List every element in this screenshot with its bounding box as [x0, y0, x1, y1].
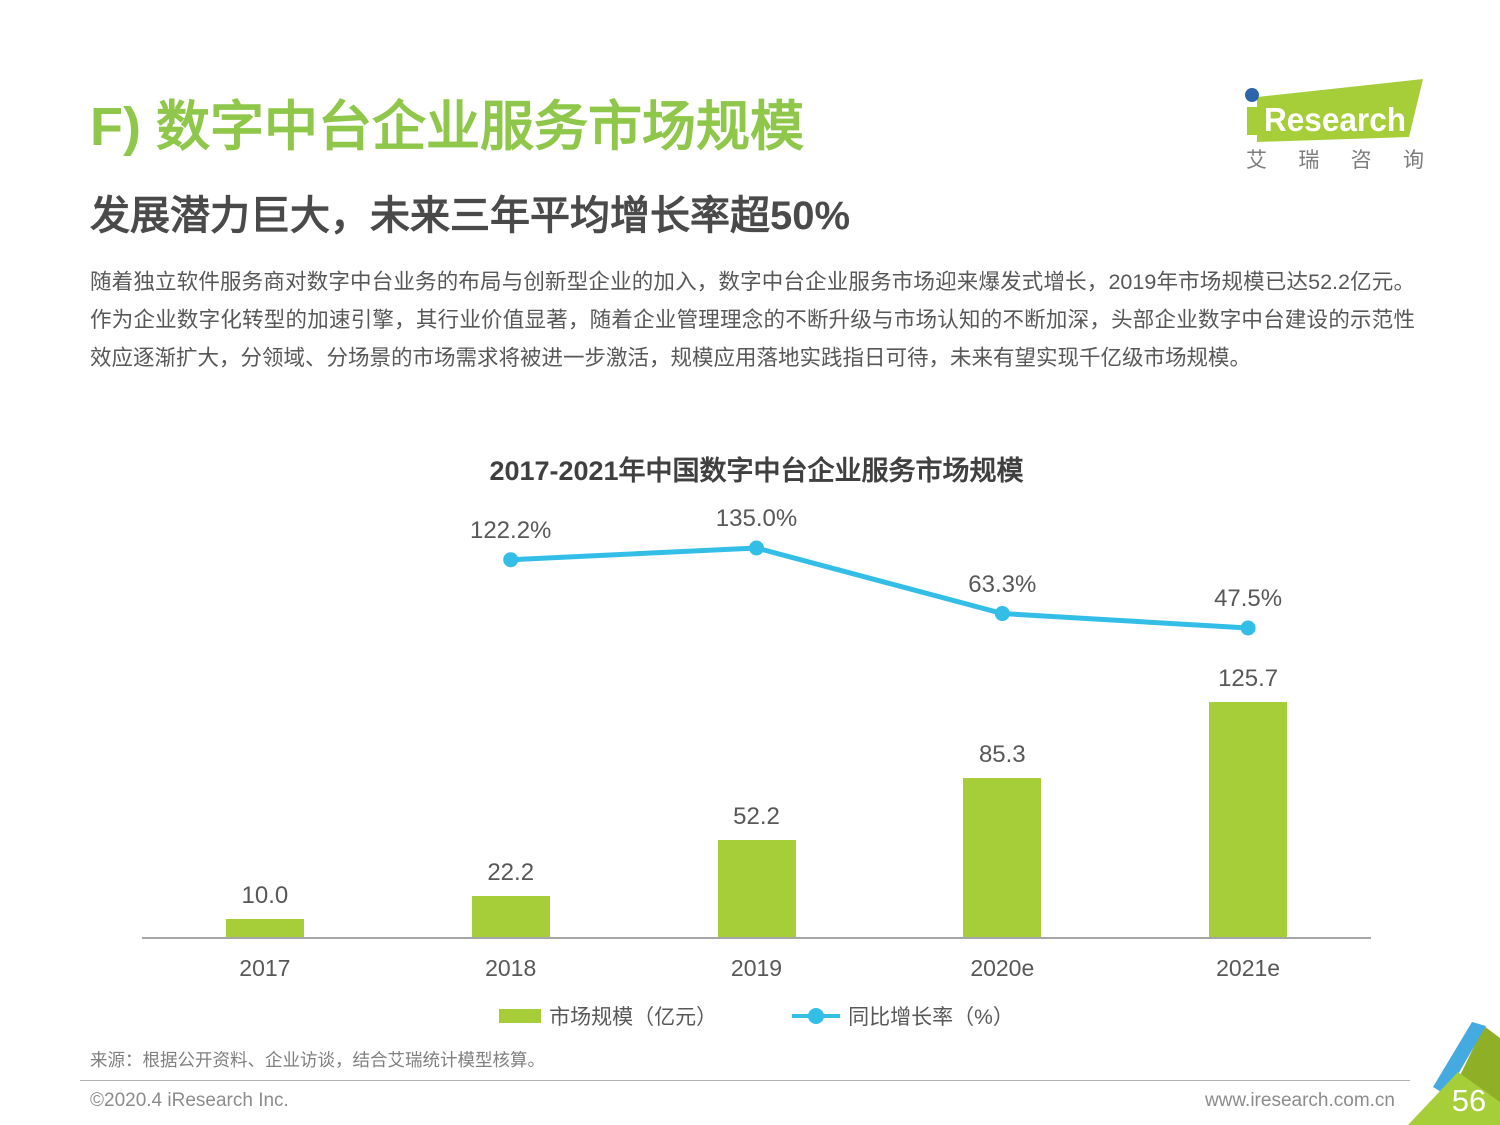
corner-decoration: 56: [1408, 1022, 1500, 1125]
legend-label: 同比增长率（%）: [848, 1006, 1014, 1029]
logo-wordmark: Research: [1264, 101, 1406, 138]
growth-point-label: 47.5%: [1214, 585, 1283, 612]
copyright-text: ©2020.4 iResearch Inc.: [90, 1090, 289, 1111]
page-title: F) 数字中台企业服务市场规模: [90, 97, 804, 157]
bar-2021e: [1209, 702, 1288, 938]
chart-legend: 市场规模（亿元） 同比增长率（%）: [142, 1001, 1371, 1031]
bar-value-label: 22.2: [487, 859, 535, 887]
logo-cn-char: 询: [1402, 149, 1424, 172]
website-link[interactable]: www.iresearch.com.cn: [1204, 1090, 1395, 1111]
growth-point-label: 63.3%: [968, 570, 1037, 598]
growth-point-label: 122.2%: [469, 516, 552, 544]
x-axis-label: 2020e: [970, 955, 1035, 981]
growth-point: [503, 552, 519, 568]
corner-blue-triangle: [1433, 1022, 1486, 1095]
body-paragraph: 随着独立软件服务商对数字中台业务的布局与创新型企业的加入，数字中台企业服务市场迎…: [90, 270, 1415, 370]
growth-point: [994, 606, 1010, 622]
bar-value-label: 125.7: [1218, 665, 1279, 692]
x-axis-label: 2021e: [1216, 955, 1281, 981]
logo-cn-char: 艾: [1246, 149, 1267, 172]
logo-flag-shape: [1257, 79, 1423, 142]
logo-i-dot-icon: [1245, 88, 1259, 102]
x-axis-label: 2019: [730, 955, 783, 981]
growth-point: [1240, 620, 1256, 636]
logo-cn-char: 咨: [1350, 149, 1372, 172]
bar-2019: [717, 839, 796, 938]
bar-value-label: 85.3: [978, 740, 1026, 768]
legend-item-growth-rate: 同比增长率（%）: [792, 1001, 1014, 1031]
growth-point-label: 135.0%: [715, 505, 798, 532]
logo-i-stem: [1247, 107, 1257, 135]
x-axis-label: 2017: [239, 955, 291, 981]
bar-2020e: [963, 777, 1042, 938]
corner-green-triangle: [1408, 1072, 1500, 1125]
legend-item-market-size: 市场规模（亿元）: [499, 1001, 717, 1031]
bar-value-label: 52.2: [733, 802, 780, 830]
bar-value-label: 10.0: [241, 882, 289, 910]
x-axis-line: [142, 937, 1371, 939]
footer-divider: [80, 1080, 1410, 1081]
x-axis-label: 2018: [485, 955, 537, 981]
page-subtitle: 发展潜力巨大，未来三年平均增长率超50%: [90, 194, 851, 238]
growth-line: [510, 545, 1249, 631]
logo-cn-char: 瑞: [1298, 149, 1320, 172]
legend-label: 市场规模（亿元）: [549, 1006, 718, 1029]
iresearch-logo: Research: [1245, 79, 1423, 142]
growth-point: [749, 540, 764, 556]
logo-chinese-name: 艾 瑞 咨 询: [1246, 144, 1424, 174]
bar-2018: [471, 896, 550, 938]
line-marker-icon: [792, 1008, 841, 1024]
bar-2017: [225, 919, 304, 938]
source-note: 来源：根据公开资料、企业访谈，结合艾瑞统计模型核算。: [90, 1050, 545, 1070]
chart-title: 2017-2021年中国数字中台企业服务市场规模: [489, 456, 1024, 486]
bar-swatch-icon: [499, 1009, 542, 1023]
page-number: 56: [1452, 1083, 1486, 1118]
